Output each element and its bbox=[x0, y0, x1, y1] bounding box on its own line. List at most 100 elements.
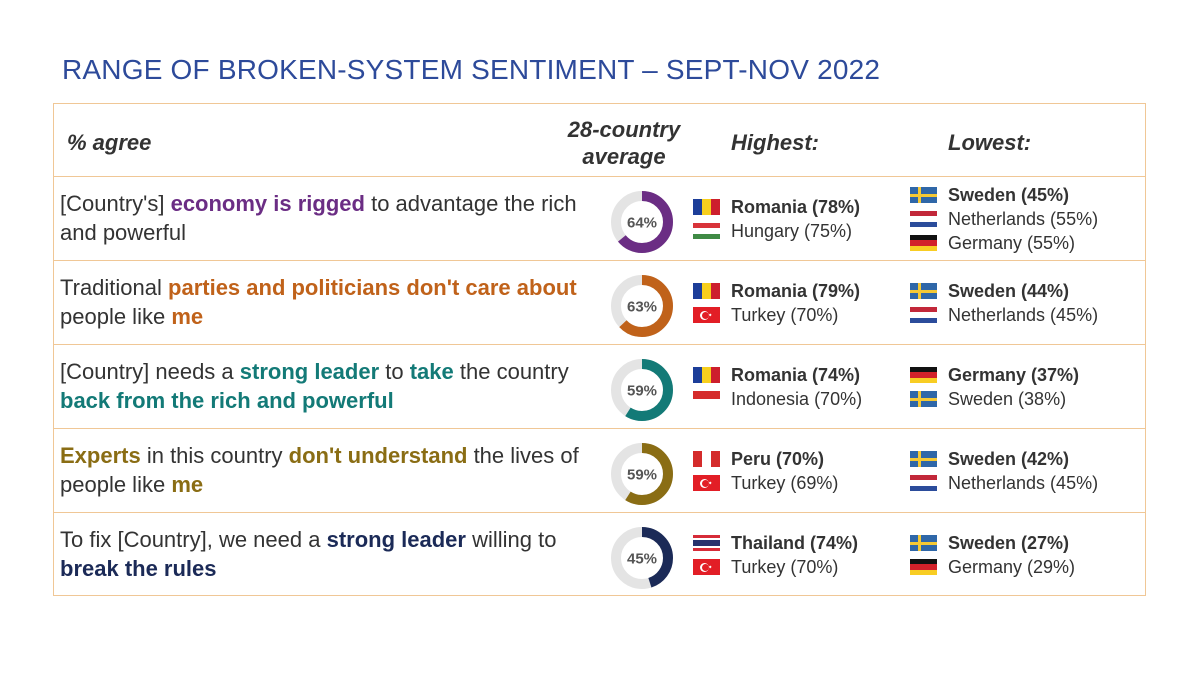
donut-arc bbox=[611, 527, 673, 589]
sweden-flag-icon bbox=[910, 535, 937, 551]
germany-flag-icon bbox=[910, 559, 937, 575]
statement-highlight: break the rules bbox=[60, 556, 217, 581]
country-entry: Netherlands (55%) bbox=[910, 207, 1130, 231]
country-name: Hungary (75%) bbox=[731, 221, 853, 241]
statement-text: To fix [Country], we need a strong leade… bbox=[60, 525, 580, 583]
country-entry: Hungary (75%) bbox=[693, 219, 913, 243]
country-name: Romania (79%) bbox=[731, 281, 861, 301]
country-name: Germany (29%) bbox=[948, 557, 1076, 577]
statement-highlight: strong leader bbox=[326, 527, 466, 552]
germany-flag-icon bbox=[910, 367, 937, 383]
sweden-flag-icon bbox=[910, 391, 937, 407]
statement-text: [Country's] economy is rigged to advanta… bbox=[60, 189, 580, 247]
country-entry: Peru (70%) bbox=[693, 447, 913, 471]
statement-highlight: me bbox=[171, 472, 204, 497]
statement-text: [Country] needs a strong leader to take … bbox=[60, 357, 580, 415]
header-agree: % agree bbox=[67, 130, 152, 155]
header-average-line2: average bbox=[582, 144, 666, 169]
country-name: Turkey (69%) bbox=[731, 473, 839, 493]
table-header: % agree 28-country average Highest: Lowe… bbox=[54, 104, 1145, 176]
country-name: Sweden (38%) bbox=[948, 389, 1067, 409]
country-name: Sweden (44%) bbox=[948, 281, 1070, 301]
country-entry: Romania (78%) bbox=[693, 195, 913, 219]
country-entry: Germany (55%) bbox=[910, 231, 1130, 255]
statement-segment: [Country] needs a bbox=[60, 359, 240, 384]
indonesia-flag-icon bbox=[693, 391, 720, 407]
statement-highlight: back from the rich and powerful bbox=[60, 388, 394, 413]
romania-flag-icon bbox=[693, 199, 720, 215]
header-average: 28-country average bbox=[534, 116, 714, 170]
country-name: Germany (37%) bbox=[948, 365, 1080, 385]
country-entry: Turkey (70%) bbox=[693, 555, 913, 579]
sentiment-table: % agree 28-country average Highest: Lowe… bbox=[53, 103, 1146, 596]
country-entry: Sweden (42%) bbox=[910, 447, 1130, 471]
sweden-flag-icon bbox=[910, 283, 937, 299]
country-name: Romania (74%) bbox=[731, 365, 861, 385]
statement-highlight: parties and politicians don't care about bbox=[168, 275, 577, 300]
table-row: Experts in this country don't understand… bbox=[54, 428, 1145, 512]
table-row: [Country's] economy is rigged to advanta… bbox=[54, 176, 1145, 260]
header-highest: Highest: bbox=[731, 130, 819, 155]
average-donut: 63% bbox=[611, 275, 673, 337]
table-row: Traditional parties and politicians don'… bbox=[54, 260, 1145, 344]
statement-highlight: Experts bbox=[60, 443, 141, 468]
average-donut: 59% bbox=[611, 443, 673, 505]
statement-segment: the lives of people like bbox=[60, 443, 579, 497]
romania-flag-icon bbox=[693, 367, 720, 383]
country-name: Sweden (27%) bbox=[948, 533, 1070, 553]
donut-arc bbox=[611, 359, 673, 421]
country-name: Germany (55%) bbox=[948, 233, 1076, 253]
donut-label: 59% bbox=[627, 467, 657, 484]
statement-highlight: me bbox=[171, 304, 204, 329]
page-title: RANGE OF BROKEN-SYSTEM SENTIMENT – SEPT-… bbox=[62, 54, 881, 85]
hungary-flag-icon bbox=[693, 223, 720, 239]
turkey-flag-icon bbox=[693, 559, 720, 575]
country-name: Peru (70%) bbox=[731, 449, 825, 469]
netherlands-flag-icon bbox=[910, 307, 937, 323]
header-lowest: Lowest: bbox=[948, 130, 1032, 155]
germany-flag-icon bbox=[910, 235, 937, 251]
statement-segment: to advantage the rich and powerful bbox=[60, 191, 577, 245]
country-entry: Sweden (38%) bbox=[910, 387, 1130, 411]
country-name: Sweden (45%) bbox=[948, 185, 1070, 205]
statement-highlight: strong leader bbox=[239, 359, 380, 384]
country-entry: Netherlands (45%) bbox=[910, 471, 1130, 495]
statement-highlight: economy is rigged bbox=[170, 191, 365, 216]
country-entry: Sweden (27%) bbox=[910, 531, 1130, 555]
country-entry: Sweden (44%) bbox=[910, 279, 1130, 303]
country-entry: Turkey (70%) bbox=[693, 303, 913, 327]
statement-segment: people like bbox=[60, 304, 172, 329]
peru-flag-icon bbox=[693, 451, 720, 467]
country-name: Netherlands (45%) bbox=[948, 473, 1099, 493]
sweden-flag-icon bbox=[910, 451, 937, 467]
statement-text: Traditional parties and politicians don'… bbox=[60, 273, 580, 331]
country-name: Netherlands (45%) bbox=[948, 305, 1099, 325]
country-entry: Turkey (69%) bbox=[693, 471, 913, 495]
statement-highlight: don't understand bbox=[288, 443, 468, 468]
donut-label: 63% bbox=[627, 299, 657, 316]
netherlands-flag-icon bbox=[910, 475, 937, 491]
average-donut: 59% bbox=[611, 359, 673, 421]
netherlands-flag-icon bbox=[910, 211, 937, 227]
country-name: Turkey (70%) bbox=[731, 305, 839, 325]
country-name: Romania (78%) bbox=[731, 197, 861, 217]
donut-label: 59% bbox=[627, 383, 657, 400]
donut-arc bbox=[611, 443, 673, 505]
statement-segment: willing to bbox=[465, 527, 557, 552]
statement-segment: the country bbox=[453, 359, 569, 384]
turkey-flag-icon bbox=[693, 475, 720, 491]
statement-segment: To fix [Country], we need a bbox=[60, 527, 327, 552]
statement-segment: in this country bbox=[140, 443, 289, 468]
country-entry: Indonesia (70%) bbox=[693, 387, 913, 411]
country-entry: Netherlands (45%) bbox=[910, 303, 1130, 327]
statement-segment: Traditional bbox=[60, 275, 169, 300]
table-row: To fix [Country], we need a strong leade… bbox=[54, 512, 1145, 596]
romania-flag-icon bbox=[693, 283, 720, 299]
average-donut: 45% bbox=[611, 527, 673, 589]
donut-arc bbox=[611, 191, 673, 253]
country-name: Netherlands (55%) bbox=[948, 209, 1099, 229]
sweden-flag-icon bbox=[910, 187, 937, 203]
country-name: Sweden (42%) bbox=[948, 449, 1070, 469]
donut-arc bbox=[611, 275, 673, 337]
statement-highlight: take bbox=[409, 359, 454, 384]
